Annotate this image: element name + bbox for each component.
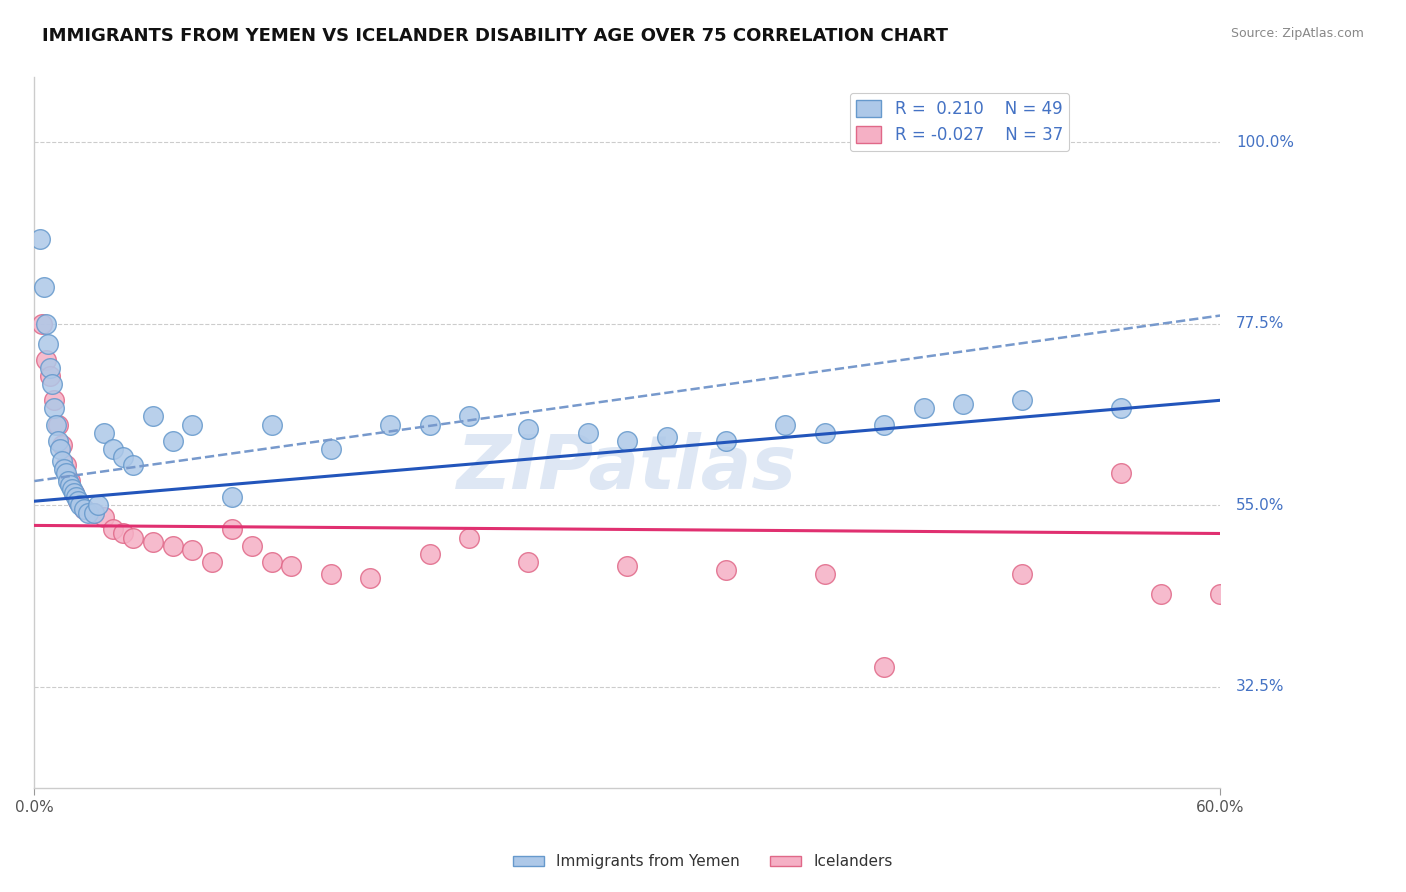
Point (93, 510, 115, 524)
Point (517, 421, 540, 435)
Point (240, 539, 263, 553)
Point (53, 462, 76, 476)
Point (30, 232, 52, 246)
Point (73, 502, 96, 516)
Text: IMMIGRANTS FROM YEMEN VS ICELANDER DISABILITY AGE OVER 75 CORRELATION CHART: IMMIGRANTS FROM YEMEN VS ICELANDER DISAB… (42, 27, 948, 45)
Point (142, 409, 165, 424)
Point (103, 523, 125, 537)
Point (44, 401, 66, 416)
Point (35, 317, 58, 331)
Point (419, 547, 441, 561)
Legend: Immigrants from Yemen, Icelanders: Immigrants from Yemen, Icelanders (508, 848, 898, 875)
Point (63, 486, 86, 500)
Point (41, 377, 63, 392)
Text: 77.5%: 77.5% (1236, 316, 1284, 331)
Point (39, 361, 62, 376)
Point (55, 458, 77, 472)
Point (419, 417, 441, 432)
Point (873, 417, 896, 432)
Point (814, 425, 837, 440)
Point (458, 531, 481, 545)
Legend: R =  0.210    N = 49, R = -0.027    N = 37: R = 0.210 N = 49, R = -0.027 N = 37 (849, 93, 1070, 151)
Point (714, 434, 737, 448)
Point (260, 555, 283, 569)
Point (378, 417, 401, 432)
Point (112, 526, 135, 541)
Point (1109, 466, 1132, 480)
Point (76, 506, 98, 520)
Point (69, 498, 91, 512)
Point (260, 417, 283, 432)
Point (83, 506, 105, 520)
Text: 32.5%: 32.5% (1236, 680, 1284, 694)
Point (49, 442, 72, 456)
Point (359, 571, 381, 585)
Point (1209, 587, 1232, 601)
Point (86, 498, 108, 512)
Point (319, 442, 342, 456)
Point (46, 434, 69, 448)
Point (73, 502, 96, 516)
Point (616, 558, 638, 573)
Point (46, 417, 69, 432)
Point (181, 542, 204, 557)
Point (201, 555, 224, 569)
Point (39, 369, 62, 384)
Text: 55.0%: 55.0% (1236, 498, 1284, 513)
Point (51, 454, 73, 468)
Point (1011, 566, 1033, 581)
Point (655, 429, 678, 443)
Point (59, 478, 82, 492)
Point (55, 466, 77, 480)
Point (458, 409, 481, 424)
Point (60, 482, 83, 496)
Point (66, 494, 89, 508)
Point (162, 539, 184, 553)
Point (35, 353, 58, 368)
Point (280, 558, 302, 573)
Point (45, 417, 67, 432)
Point (952, 397, 974, 411)
Point (65, 490, 87, 504)
Point (112, 450, 135, 464)
Point (873, 659, 896, 673)
Point (66, 494, 89, 508)
Point (32, 280, 55, 294)
Point (44, 393, 66, 408)
Point (37, 336, 59, 351)
Point (51, 438, 73, 452)
Point (912, 401, 935, 416)
Point (319, 566, 342, 581)
Point (142, 534, 165, 549)
Text: ZIPatlas: ZIPatlas (457, 432, 797, 505)
Point (1150, 587, 1173, 601)
Point (31, 317, 53, 331)
Text: 100.0%: 100.0% (1236, 135, 1294, 150)
Point (56, 474, 79, 488)
Point (616, 434, 638, 448)
Point (576, 425, 599, 440)
Point (714, 563, 737, 577)
Point (122, 458, 145, 472)
Point (1011, 393, 1033, 408)
Point (181, 417, 204, 432)
Point (63, 486, 86, 500)
Point (83, 506, 105, 520)
Text: Source: ZipAtlas.com: Source: ZipAtlas.com (1230, 27, 1364, 40)
Point (814, 566, 837, 581)
Point (103, 442, 125, 456)
Point (221, 523, 243, 537)
Point (517, 555, 540, 569)
Point (1109, 401, 1132, 416)
Point (162, 434, 184, 448)
Point (221, 490, 243, 504)
Point (59, 474, 82, 488)
Point (122, 531, 145, 545)
Point (775, 417, 797, 432)
Point (93, 425, 115, 440)
